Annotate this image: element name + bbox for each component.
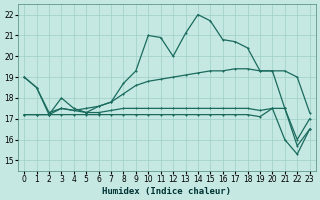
X-axis label: Humidex (Indice chaleur): Humidex (Indice chaleur) [102, 187, 231, 196]
